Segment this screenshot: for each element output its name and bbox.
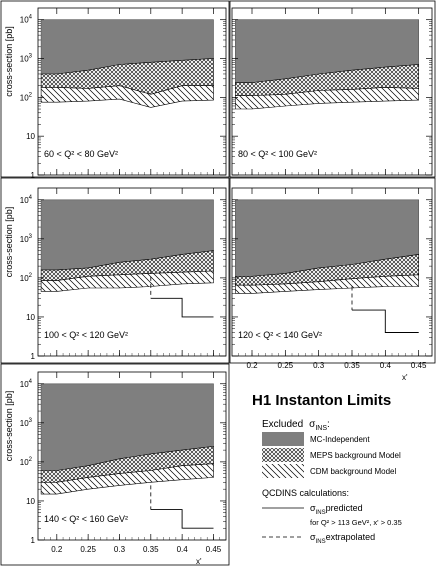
y-tick-label: 104 — [20, 15, 33, 25]
x-tick-label: 0.35 — [143, 545, 159, 554]
y-tick-label: 102 — [20, 273, 33, 283]
y-axis-label: cross-section [pb] — [4, 391, 14, 462]
x-tick-label: 0.4 — [380, 361, 392, 370]
y-tick-label: 103 — [20, 418, 33, 428]
band-cdm — [40, 270, 214, 292]
qcdins-predicted-line — [150, 509, 214, 529]
band-cdm — [40, 463, 214, 495]
panel-3: 1 10 102 103 104 cross-section [pb] 100 < Q² <… — [0, 177, 230, 364]
panel-cell-border — [0, 363, 230, 566]
band-cdm — [235, 274, 420, 294]
panel-cell-border — [0, 0, 230, 178]
y-tick-label: 1 — [31, 171, 36, 180]
legend-predicted-note: for Q² > 113 GeV², x' > 0.35 — [310, 518, 402, 527]
panel-q2-label: 140 < Q² < 160 GeV² — [44, 514, 128, 524]
panel-cell-border — [229, 0, 436, 178]
x-tick-label: 0.45 — [206, 545, 222, 554]
x-tick-label: 0.2 — [246, 361, 258, 370]
legend-swatch-meps — [262, 448, 304, 462]
y-tick-label: 104 — [20, 379, 33, 389]
panel-q2-label: 120 < Q² < 140 GeV² — [238, 330, 322, 340]
legend-label-mc-independent: MC-Independent — [310, 435, 370, 444]
y-tick-label: 1 — [31, 352, 36, 361]
y-axis-label: cross-section [pb] — [4, 26, 14, 97]
panel-q2-label: 80 < Q² < 100 GeV² — [238, 149, 317, 159]
legend-label-extrapolated: σINSextrapolated — [310, 532, 375, 545]
x-axis-label: x' — [402, 373, 408, 382]
x-tick-label: 0.25 — [80, 545, 96, 554]
y-tick-label: 10 — [26, 313, 35, 322]
panel-4: 0.2 0.25 0.3 0.35 0.4 0.45x' 120 < Q² < 140 Ge… — [229, 177, 436, 382]
y-tick-label: 102 — [20, 457, 33, 467]
x-tick-label: 0.25 — [278, 361, 294, 370]
legend-excluded-label: Excluded σINS: — [262, 419, 330, 432]
y-tick-label: 104 — [20, 195, 33, 205]
panel-2: 80 < Q² < 100 GeV² — [229, 0, 436, 178]
panel-1: 1 10 102 103 104 cross-section [pb] 60 < Q² < … — [0, 0, 230, 180]
band-cdm — [40, 85, 214, 108]
y-tick-label: 102 — [20, 92, 33, 102]
figure-title: H1 Instanton Limits — [252, 392, 391, 409]
x-tick-label: 0.3 — [114, 545, 126, 554]
legend-swatch-cdm — [262, 464, 304, 478]
legend-label-meps: MEPS background Model — [310, 451, 401, 460]
legend-label-cdm: CDM background Model — [310, 467, 396, 476]
legend-swatch-mc-independent — [262, 432, 304, 446]
panel-cell-border — [0, 177, 230, 364]
y-tick-label: 10 — [26, 132, 35, 141]
y-tick-label: 103 — [20, 234, 33, 244]
x-tick-label: 0.4 — [177, 545, 189, 554]
x-tick-label: 0.45 — [411, 361, 427, 370]
panel-5: 1 10 102 103 104 0.2 0.25 0.3 0.35 0.4 0.45 x' cross… — [0, 363, 230, 566]
y-tick-label: 1 — [31, 536, 36, 545]
legend: H1 Instanton Limits Excluded σINS: MC-Ind… — [252, 392, 402, 545]
y-tick-label: 103 — [20, 54, 33, 64]
panel-q2-label: 100 < Q² < 120 GeV² — [44, 330, 128, 340]
y-tick-label: 10 — [26, 497, 35, 506]
panel-cell-border — [229, 177, 436, 364]
x-axis-label: x' — [196, 557, 202, 566]
y-axis-label: cross-section [pb] — [4, 207, 14, 278]
legend-label-predicted: σINSpredicted — [310, 503, 363, 516]
qcdins-predicted-line — [352, 309, 419, 333]
qcdins-predicted-line — [150, 297, 214, 318]
panel-q2-label: 60 < Q² < 80 GeV² — [44, 149, 118, 159]
x-tick-label: 0.35 — [344, 361, 360, 370]
x-tick-label: 0.3 — [313, 361, 325, 370]
legend-calc-heading: QCDINS calculations: — [262, 488, 349, 498]
band-cdm — [235, 87, 420, 110]
x-tick-label: 0.2 — [51, 545, 63, 554]
